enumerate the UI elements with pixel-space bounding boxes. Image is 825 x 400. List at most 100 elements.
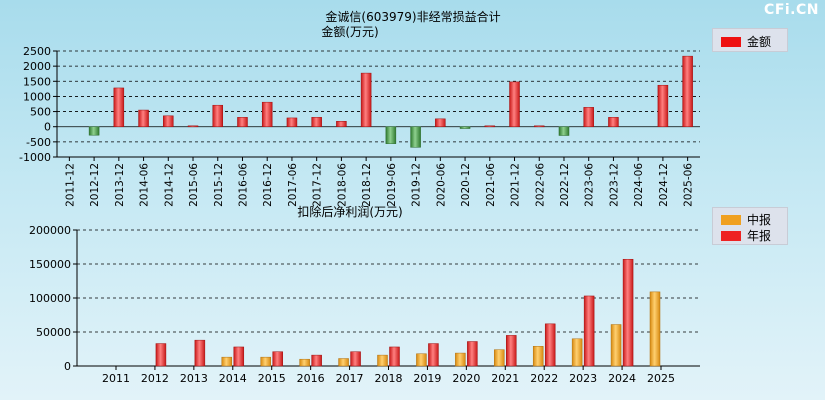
bottom-xtick-label: 2023 xyxy=(569,372,597,385)
top-bar-2021-06 xyxy=(484,125,496,128)
bottom-bar-annual-2014 xyxy=(233,346,245,367)
top-bar-2017-06 xyxy=(286,117,298,127)
bottom-bar-annual-2022 xyxy=(544,323,556,367)
bottom-ytick-label: 100000 xyxy=(29,292,71,305)
bottom-bar-annual-2016 xyxy=(311,354,322,367)
top-bar-2024-12 xyxy=(657,84,669,127)
bottom-bar-annual-2015 xyxy=(272,351,283,367)
bottom-ytick-label: 200000 xyxy=(29,224,71,237)
bottom-bar-interim-2020 xyxy=(455,352,466,367)
top-ytick-label: 2000 xyxy=(23,60,51,73)
top-bar-2017-12 xyxy=(311,117,322,127)
top-bar-2018-12 xyxy=(360,72,372,127)
top-xtick-label: 2016-12 xyxy=(262,163,274,207)
top-bar-2015-12 xyxy=(212,104,223,127)
legend-top: 金额 xyxy=(712,28,788,52)
top-xtick-label: 2011-12 xyxy=(64,163,76,207)
bottom-xtick-label: 2019 xyxy=(413,372,441,385)
top-bar-2023-06 xyxy=(583,107,594,127)
top-bar-2025-06 xyxy=(682,55,693,127)
top-xtick-label: 2016-06 xyxy=(237,163,249,207)
top-xtick-label: 2015-12 xyxy=(213,163,225,207)
bottom-bar-interim-2017 xyxy=(338,358,349,367)
bottom-bar-annual-2018 xyxy=(389,346,400,367)
top-ytick-label: 1000 xyxy=(23,90,51,103)
bottom-ytick-label: 150000 xyxy=(29,258,71,271)
bottom-bar-annual-2020 xyxy=(467,341,478,367)
bottom-xtick-label: 2022 xyxy=(530,372,558,385)
top-bar-2021-12 xyxy=(509,81,520,127)
top-xtick-label: 2023-12 xyxy=(608,163,620,207)
top-bar-2018-06 xyxy=(336,121,347,127)
bottom-bar-annual-2013 xyxy=(194,339,206,367)
top-ytick-label: -500 xyxy=(26,136,51,149)
bottom-xtick-label: 2024 xyxy=(608,372,636,385)
legend-item-annual[interactable]: 年报 xyxy=(721,227,771,244)
bottom-bar-interim-2025 xyxy=(649,291,661,367)
top-xtick-label: 2019-06 xyxy=(386,163,398,207)
legend-item-interim[interactable]: 中报 xyxy=(721,211,771,228)
bottom-xtick-label: 2021 xyxy=(491,372,519,385)
top-xtick-label: 2024-12 xyxy=(658,163,670,207)
legend-bottom: 中报 年报 xyxy=(712,207,788,245)
top-xtick-label: 2020-06 xyxy=(435,163,447,207)
legend-swatch-interim xyxy=(721,214,741,225)
bottom-bar-interim-2024 xyxy=(610,324,622,367)
top-xtick-label: 2020-12 xyxy=(460,163,472,207)
bottom-xtick-label: 2013 xyxy=(180,372,208,385)
bottom-ytick-label: 0 xyxy=(64,360,71,373)
bottom-xtick-label: 2015 xyxy=(258,372,286,385)
top-xtick-label: 2017-12 xyxy=(312,163,324,207)
top-bar-2014-06 xyxy=(138,109,149,127)
bottom-bar-annual-2024 xyxy=(622,258,634,367)
top-xtick-label: 2014-06 xyxy=(139,163,151,207)
top-bar-2019-12 xyxy=(410,126,421,148)
bottom-xtick-label: 2025 xyxy=(647,372,675,385)
bottom-bar-interim-2018 xyxy=(377,354,388,367)
legend-label-interim: 中报 xyxy=(747,213,772,227)
top-ytick-label: -1000 xyxy=(19,151,51,164)
top-ytick-label: 1500 xyxy=(23,75,51,88)
top-xtick-label: 2017-06 xyxy=(287,163,299,207)
top-ytick-label: 0 xyxy=(44,121,51,134)
top-xtick-label: 2025-06 xyxy=(683,163,695,207)
top-xtick-label: 2021-06 xyxy=(485,163,497,207)
bottom-xtick-label: 2011 xyxy=(102,372,130,385)
legend-item-amount[interactable]: 金额 xyxy=(721,33,771,50)
bottom-bar-annual-2019 xyxy=(428,343,439,367)
top-bar-2020-06 xyxy=(435,118,446,127)
top-xtick-label: 2012-12 xyxy=(89,163,101,207)
top-ytick-label: 500 xyxy=(30,106,51,119)
top-xtick-label: 2018-12 xyxy=(361,163,373,207)
bottom-bar-annual-2012 xyxy=(155,343,167,367)
top-xtick-label: 2022-12 xyxy=(559,163,571,207)
top-xtick-label: 2021-12 xyxy=(510,163,522,207)
bottom-bar-interim-2019 xyxy=(416,353,427,367)
legend-swatch-annual xyxy=(721,230,741,241)
top-bar-2022-12 xyxy=(558,126,570,136)
top-bar-2014-12 xyxy=(163,115,174,127)
bottom-xtick-label: 2014 xyxy=(219,372,247,385)
bottom-bar-interim-2015 xyxy=(260,356,271,367)
top-bar-2022-06 xyxy=(534,125,545,128)
watermark-logo: CFi.CN xyxy=(764,2,819,18)
top-bar-2012-12 xyxy=(88,126,100,136)
bottom-bar-interim-2023 xyxy=(571,338,583,367)
bottom-xtick-label: 2016 xyxy=(297,372,325,385)
top-xtick-label: 2015-06 xyxy=(188,163,200,207)
bottom-bar-annual-2017 xyxy=(350,351,361,367)
top-xtick-label: 2014-12 xyxy=(163,163,175,207)
top-bar-2013-12 xyxy=(113,87,125,127)
bottom-chart-title: 扣除后净利润(万元) xyxy=(297,204,402,219)
bottom-ytick-label: 50000 xyxy=(36,326,71,339)
bottom-xtick-label: 2012 xyxy=(141,372,169,385)
top-xtick-label: 2013-12 xyxy=(114,163,126,207)
bottom-xtick-label: 2020 xyxy=(452,372,480,385)
bottom-bar-interim-2014 xyxy=(221,356,233,367)
top-xtick-label: 2024-06 xyxy=(633,163,645,207)
top-chart-ylabel: 金额(万元) xyxy=(321,24,378,39)
top-xtick-label: 2022-06 xyxy=(534,163,546,207)
bottom-xtick-label: 2017 xyxy=(336,372,364,385)
